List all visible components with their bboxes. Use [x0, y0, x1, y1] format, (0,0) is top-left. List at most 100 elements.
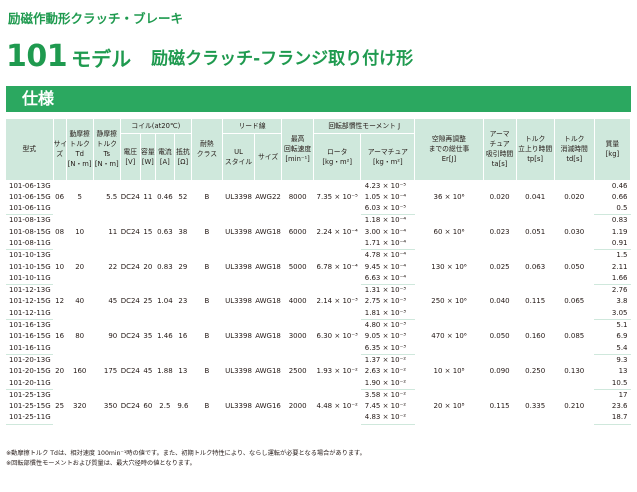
header-dyn-torque: 動摩擦 トルク Td [N・m]	[66, 119, 94, 181]
header-decay-time: トルク 消滅時間 td[s]	[554, 119, 595, 181]
armature-cell: 6.35 × 10⁻³	[360, 342, 415, 355]
armature-cell: 2.63 × 10⁻²	[364, 367, 407, 376]
ul-style-cell: UL3398	[225, 332, 252, 341]
decay-time-cell: 0.030	[564, 227, 585, 236]
mass-cell: 17	[618, 390, 628, 399]
model-number: 101	[6, 39, 68, 74]
armature-cell: 7.45 × 10⁻²	[364, 402, 407, 411]
header-resistance: 抵抗 [Ω]	[174, 133, 192, 181]
footnote: ※動摩擦トルク Tdは、相対速度 100min⁻¹時の値です。また、初期トルク特…	[6, 450, 366, 457]
resistance-cell: 9.6	[177, 402, 189, 411]
model-cell: 101-16-13G	[9, 321, 51, 330]
model-cell: 101-25-11G	[6, 412, 54, 425]
header-mass: 質量 [kg]	[594, 119, 632, 181]
header-static-torque: 静摩擦 トルク Ts [N・m]	[93, 119, 121, 181]
table-row: 101-08-13G 08 10 11 DC24 15 0.63 38 B UL3398 AWG18…	[6, 215, 631, 235]
resistance-cell: 52	[178, 193, 188, 202]
decay-time-cell: 0.085	[564, 332, 585, 341]
table-row: 101-06-11G 6.03 × 10⁻⁵ 0.5	[6, 203, 631, 216]
mass-cell: 6.9	[616, 332, 628, 341]
rotor-cell: 6.78 × 10⁻⁴	[316, 262, 358, 271]
work-cell: 470 × 10⁶	[431, 332, 467, 341]
table-row: 101-16-15G 9.05 × 10⁻³ 6.9	[6, 331, 631, 342]
mass-cell: 2.76	[611, 286, 628, 295]
model-cell: 101-10-11G	[6, 272, 54, 286]
capacity-cell: 15	[143, 227, 153, 236]
work-cell: 10 × 10⁸	[433, 367, 465, 376]
header-model: 型式	[6, 119, 54, 181]
capacity-cell: 20	[143, 262, 153, 271]
armature-cell: 9.45 × 10⁻⁴	[364, 262, 407, 271]
armature-cell: 1.81 × 10⁻³	[360, 307, 415, 321]
voltage-cell: DC24	[120, 297, 140, 306]
model-cell: 101-25-15G	[9, 402, 51, 411]
armature-cell: 2.75 × 10⁻³	[364, 297, 407, 306]
dyn-torque-cell: 5	[77, 193, 82, 202]
header-work: 空隙再調整 までの総仕事 Er[J]	[414, 119, 484, 181]
section-title: 仕様	[22, 89, 55, 108]
static-torque-cell: 22	[108, 262, 118, 271]
heat-class-cell: B	[204, 262, 210, 271]
table-row: 101-12-13G 12 40 45 DC24 25 1.04 23 B UL3398 AWG18…	[6, 285, 631, 305]
rise-time-cell: 0.335	[525, 402, 546, 411]
dyn-torque-cell: 10	[75, 227, 85, 236]
armature-cell: 4.23 × 10⁻⁵	[364, 181, 407, 190]
resistance-cell: 38	[178, 227, 188, 236]
voltage-cell: DC24	[120, 402, 140, 411]
model-group: 101-08-13G 08 10 11 DC24 15 0.63 38 B UL3398 AWG18…	[6, 215, 631, 251]
header-inertia-group: 回転部慣性モーメント J	[313, 119, 416, 134]
ul-style-cell: UL3398	[225, 262, 252, 271]
table-row: 101-16-13G 16 80 90 DC24 35 1.46 16 B UL3398 AWG18…	[6, 320, 631, 340]
rotor-cell: 4.48 × 10⁻²	[316, 402, 358, 411]
table-row: 101-25-13G 25 320 350 DC24 60 2.5 9.6 B UL3398 AWG…	[6, 389, 631, 410]
armature-time-cell: 0.115	[489, 402, 510, 411]
armature-time-cell: 0.090	[489, 367, 510, 376]
lead-size-cell: AWG22	[255, 193, 281, 202]
mass-cell: 2.11	[611, 262, 628, 271]
model-cell: 101-08-13G	[9, 216, 51, 225]
model-title: 101 モデル 励磁クラッチ-フランジ取り付け形	[6, 34, 413, 74]
work-cell: 130 × 10⁶	[431, 262, 467, 271]
static-torque-cell: 11	[108, 227, 118, 236]
model-cell: 101-12-15G	[9, 297, 51, 306]
resistance-cell: 13	[178, 367, 188, 376]
rotor-cell: 2.24 × 10⁻⁴	[316, 227, 358, 236]
rotor-cell: 6.30 × 10⁻³	[316, 332, 358, 341]
model-cell: 101-16-15G	[9, 332, 51, 341]
rise-time-cell: 0.115	[525, 297, 546, 306]
armature-time-cell: 0.040	[489, 297, 510, 306]
dyn-torque-cell: 80	[75, 332, 85, 341]
decay-time-cell: 0.020	[564, 193, 585, 202]
mass-cell: 3.05	[594, 307, 631, 321]
armature-time-cell: 0.023	[489, 227, 510, 236]
model-cell: 101-08-15G	[9, 227, 51, 236]
decay-time-cell: 0.210	[564, 402, 585, 411]
header-max-speed: 最高 回転速度 [min⁻¹]	[281, 119, 315, 181]
max-speed-cell: 8000	[288, 193, 307, 202]
mass-cell: 0.66	[611, 192, 628, 201]
rise-time-cell: 0.250	[525, 367, 546, 376]
mass-cell: 10.5	[594, 377, 631, 390]
armature-cell: 6.03 × 10⁻⁵	[360, 203, 415, 216]
header-rotor: ロータ [kg・m²]	[313, 133, 362, 181]
voltage-cell: DC24	[120, 332, 140, 341]
mass-cell: 0.91	[594, 237, 631, 251]
current-cell: 1.46	[157, 332, 173, 341]
size-cell: 06	[55, 193, 65, 202]
model-group: 101-10-13G 10 20 22 DC24 20 0.83 29 B UL3398 AWG18…	[6, 250, 631, 286]
armature-cell: 1.31 × 10⁻³	[364, 286, 407, 295]
capacity-cell: 60	[143, 402, 153, 411]
header-coil-group: コイル(at20℃)	[120, 119, 192, 134]
armature-time-cell: 0.050	[489, 332, 510, 341]
model-cell: 101-25-13G	[9, 390, 51, 399]
current-cell: 1.88	[157, 367, 173, 376]
table-row: 101-12-15G 2.75 × 10⁻³ 3.8	[6, 296, 631, 307]
table-header: 型式 サイズ動摩擦 トルク Td [N・m] 静摩擦 トルク Ts [N・m] コイル(at20℃…	[6, 119, 632, 181]
table-row: 101-06-15G 1.05 × 10⁻⁴ 0.66	[6, 192, 631, 203]
voltage-cell: DC24	[120, 262, 140, 271]
decay-time-cell: 0.065	[564, 297, 585, 306]
mass-cell: 3.8	[616, 297, 628, 306]
heat-class-cell: B	[204, 193, 210, 202]
current-cell: 0.63	[157, 227, 173, 236]
model-cell: 101-16-11G	[6, 342, 54, 355]
